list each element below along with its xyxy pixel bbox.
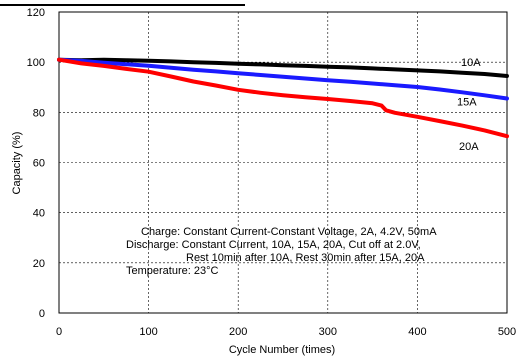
y-tick-label: 80 <box>33 107 45 119</box>
y-tick-label: 100 <box>27 57 45 69</box>
x-axis-title: Cycle Number (times) <box>229 344 335 356</box>
series-label-20A: 20A <box>459 141 479 153</box>
y-tick-label: 120 <box>27 7 45 19</box>
y-axis-title: Capacity (%) <box>11 132 23 195</box>
series-label-10A: 10A <box>461 57 481 69</box>
annotation-discharge: Discharge: Constant Current, 10A, 15A, 2… <box>126 239 421 251</box>
series-line-10A <box>57 57 509 78</box>
series-line-20A <box>57 57 509 139</box>
x-tick-label: 400 <box>408 326 426 338</box>
x-tick-label: 500 <box>498 326 516 338</box>
annotation-charge: Charge: Constant Current-Constant Voltag… <box>141 226 437 238</box>
x-tick-label: 0 <box>56 326 62 338</box>
series-group <box>57 57 509 139</box>
ticks: 0 20 40 60 80 100 120 0 100 200 300 400 500 <box>27 7 517 338</box>
y-tick-label: 60 <box>33 158 45 170</box>
x-tick-label: 100 <box>139 326 157 338</box>
plot-frame <box>58 11 508 314</box>
y-tick-label: 40 <box>33 208 45 220</box>
grid <box>59 12 507 313</box>
series-label-15A: 15A <box>457 97 477 109</box>
x-tick-label: 200 <box>229 326 247 338</box>
annotation-rest: Rest 10min after 10A, Rest 30min after 1… <box>186 252 425 264</box>
annotation-temperature: Temperature: 23°C <box>126 265 218 277</box>
x-tick-label: 300 <box>319 326 337 338</box>
y-tick-label: 0 <box>39 308 45 320</box>
y-tick-label: 20 <box>33 258 45 270</box>
series-labels: 10A 15A 20A <box>457 57 481 153</box>
series-line-15A <box>57 57 509 101</box>
